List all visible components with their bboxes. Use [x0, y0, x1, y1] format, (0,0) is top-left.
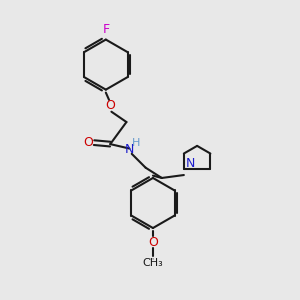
Text: O: O: [83, 136, 93, 149]
Text: H: H: [132, 138, 140, 148]
Text: CH₃: CH₃: [142, 258, 163, 268]
Text: methoxy: methoxy: [149, 259, 155, 260]
Text: O–CH₃: O–CH₃: [151, 258, 155, 259]
Text: F: F: [102, 23, 110, 36]
Text: N: N: [125, 143, 134, 157]
Text: N: N: [186, 157, 196, 170]
Text: O: O: [105, 99, 115, 112]
Text: O: O: [148, 236, 158, 249]
